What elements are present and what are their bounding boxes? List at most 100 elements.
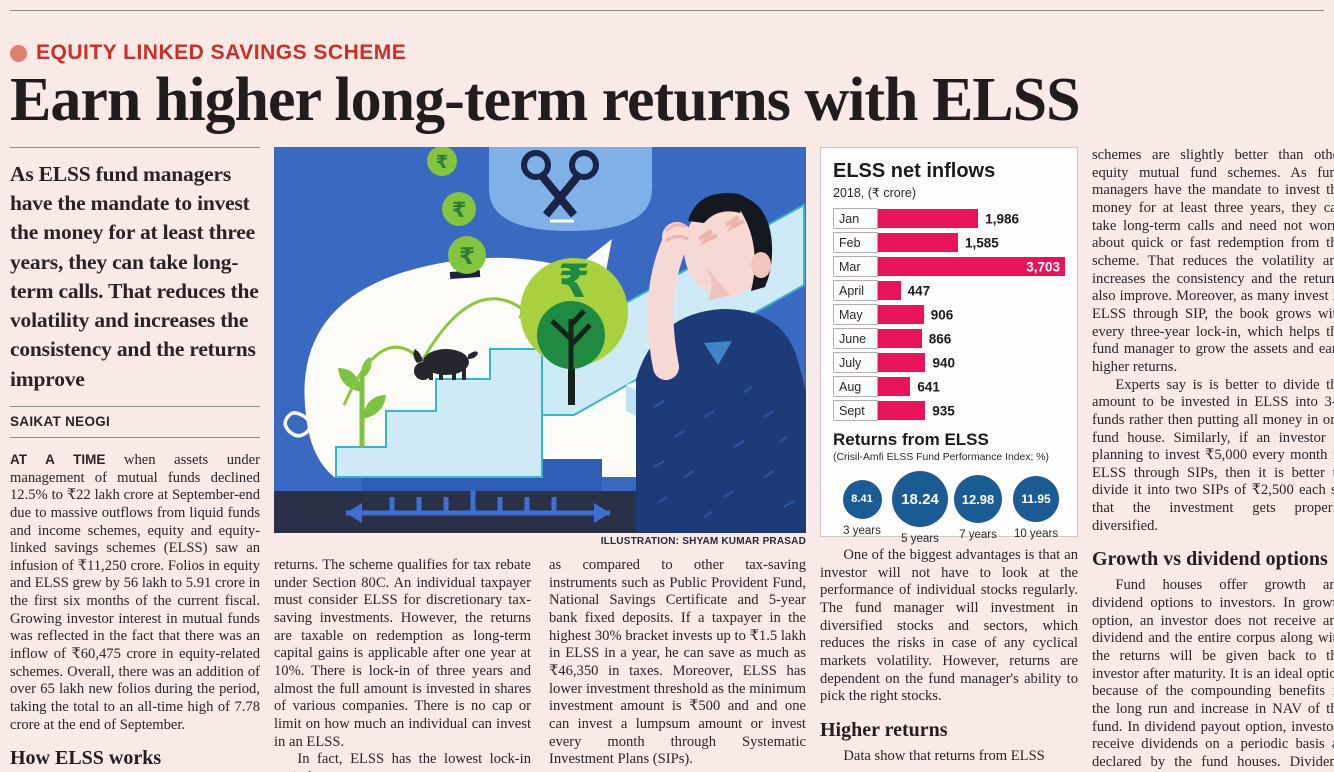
middle-columns: returns. The scheme qualifies for tax re… xyxy=(274,557,806,772)
byline: SAIKAT NEOGI xyxy=(10,413,111,429)
newspaper-page: EQUITY LINKED SAVINGS SCHEME Earn higher… xyxy=(0,10,1334,772)
man-figure xyxy=(636,193,806,533)
bar-track: 1,585 xyxy=(877,232,1065,253)
paragraph: Fund houses offer growth and dividend op… xyxy=(1092,577,1334,772)
bar-value: 866 xyxy=(928,331,952,346)
paragraph: Data show that returns from ELSS xyxy=(843,747,1045,764)
paragraph: Experts say is is better to divide the a… xyxy=(1092,376,1334,534)
paragraph: One of the biggest advantages is that an… xyxy=(820,547,1078,705)
bar-track: 447 xyxy=(877,280,1065,301)
paragraph: schemes are slightly better than other e… xyxy=(1092,147,1334,375)
returns-bubble-label: 3 years xyxy=(843,524,881,537)
svg-text:₹: ₹ xyxy=(459,244,475,270)
standfirst: As ELSS fund managers have the mandate t… xyxy=(10,147,260,394)
bar-row: April 447 xyxy=(833,280,1065,301)
bar-track: 641 xyxy=(877,376,1065,397)
bar-value: 1,585 xyxy=(965,235,999,250)
paragraph-text: when assets under management of mutual f… xyxy=(10,451,260,733)
bull-icon xyxy=(413,349,478,380)
chart-title: ELSS net inflows xyxy=(833,160,996,182)
bullet-icon xyxy=(10,44,27,62)
bar-category: Aug xyxy=(833,376,877,397)
bar-value: 1,986 xyxy=(985,211,1020,226)
bar xyxy=(878,353,926,372)
illustration-wrap: ₹ xyxy=(274,147,806,547)
returns-bubble: 8.41 xyxy=(842,479,882,519)
bar xyxy=(878,401,926,420)
subhead-how-elss-works: How ELSS works xyxy=(10,747,162,770)
returns-bubble-label: 10 years xyxy=(1013,528,1059,540)
bar-category: July xyxy=(833,352,877,373)
rupee-coin-icons: ₹ ₹ ₹ xyxy=(427,147,486,274)
bar: 3,703 xyxy=(878,257,1065,276)
returns-subtitle: (Crisil-Amfi ELSS Fund Performance Index… xyxy=(833,452,1049,463)
scissors-icon xyxy=(489,147,652,231)
column-5: schemes are slightly better than other e… xyxy=(1092,147,1334,772)
bar xyxy=(878,209,979,228)
elss-inflows-chart: ELSS net inflows 2018, (₹ crore) Jan 1,98… xyxy=(820,147,1078,545)
returns-bubble-label: 7 years xyxy=(959,529,997,541)
bar-row: July 940 xyxy=(833,352,1065,373)
bar-track: 906 xyxy=(877,304,1065,325)
bar-value: 935 xyxy=(932,403,955,418)
byline-block: SAIKAT NEOGI xyxy=(10,405,260,437)
returns-bubbles: 8.41 3 years 18.24 5 years 12.98 7 years 11.95… xyxy=(833,471,1065,545)
bar-row: Mar 3,703 xyxy=(833,256,1065,277)
column-2: returns. The scheme qualifies for tax re… xyxy=(274,557,531,772)
bar xyxy=(878,305,924,324)
paragraph: AT A TIME when assets under management o… xyxy=(10,452,260,735)
bar-row: May 906 xyxy=(833,304,1065,325)
bar-chart: Jan 1,986 Feb 1,585 Mar 3,703 April 447 May 906 Ju… xyxy=(833,208,1065,421)
svg-text:₹: ₹ xyxy=(452,198,467,222)
subhead-higher-returns: Higher returns xyxy=(820,718,948,741)
piggy-tail-icon xyxy=(283,411,312,438)
illustration: ₹ xyxy=(274,147,806,533)
bar-category: April xyxy=(833,280,877,301)
bar-category: June xyxy=(833,328,877,349)
bar-track: 935 xyxy=(877,400,1065,421)
bar-value: 641 xyxy=(917,379,940,394)
bar-category: Sept xyxy=(833,400,877,421)
column-4-text: One of the biggest advantages is that an… xyxy=(820,547,1078,766)
bar xyxy=(878,377,911,396)
bar-value: 447 xyxy=(907,283,931,298)
bar xyxy=(878,281,901,300)
paragraph: as compared to other tax-saving instrume… xyxy=(549,557,806,768)
tree-icon: ₹ xyxy=(520,254,628,405)
svg-text:₹: ₹ xyxy=(558,254,590,308)
man-hand xyxy=(662,222,692,252)
article-body: As ELSS fund managers have the mandate t… xyxy=(10,147,1334,772)
returns-bubble: 12.98 xyxy=(954,475,1002,523)
bar-value: 906 xyxy=(930,307,954,322)
kicker-label: EQUITY LINKED SAVINGS SCHEME xyxy=(36,41,407,64)
chart-subtitle: 2018, (₹ crore) xyxy=(833,186,916,200)
column-4: ELSS net inflows 2018, (₹ crore) Jan 1,98… xyxy=(820,147,1078,764)
returns-bubble: 11.95 xyxy=(1013,476,1059,522)
returns-bubble: 18.24 xyxy=(892,471,948,527)
bar-row: June 866 xyxy=(833,328,1065,349)
bar xyxy=(878,329,922,348)
bar-track: 866 xyxy=(877,328,1065,349)
paragraph: In fact, ELSS has the lowest lock-in per… xyxy=(274,751,531,772)
column-1-text: AT A TIME when assets under management o… xyxy=(10,436,260,772)
column-3: as compared to other tax-saving instrume… xyxy=(549,557,806,772)
paragraph: returns. The scheme qualifies for tax re… xyxy=(274,557,531,750)
illustration-credit: ILLUSTRATION: SHYAM KUMAR PRASAD xyxy=(600,536,806,547)
bar-category: Feb xyxy=(833,232,877,253)
returns-title: Returns from ELSS xyxy=(833,430,989,449)
headline: Earn higher long-term returns with ELSS xyxy=(10,66,1081,134)
bar-category: Mar xyxy=(833,256,877,277)
bar-track: 3,703 xyxy=(877,256,1065,277)
lead-in: AT A TIME xyxy=(10,451,106,467)
column-1: As ELSS fund managers have the mandate t… xyxy=(10,147,260,769)
bar-row: Sept 935 xyxy=(833,400,1065,421)
bar-category: May xyxy=(833,304,877,325)
top-rule xyxy=(10,10,1324,11)
returns-bubble-cell: 18.24 5 years xyxy=(891,471,949,545)
returns-bubble-cell: 8.41 3 years xyxy=(833,479,891,537)
svg-text:₹: ₹ xyxy=(436,152,449,173)
returns-bubble-label: 5 years xyxy=(901,533,939,545)
bar-value: 3,703 xyxy=(1026,259,1060,274)
returns-bubble-cell: 11.95 10 years xyxy=(1007,476,1065,540)
bar-track: 1,986 xyxy=(877,208,1065,229)
